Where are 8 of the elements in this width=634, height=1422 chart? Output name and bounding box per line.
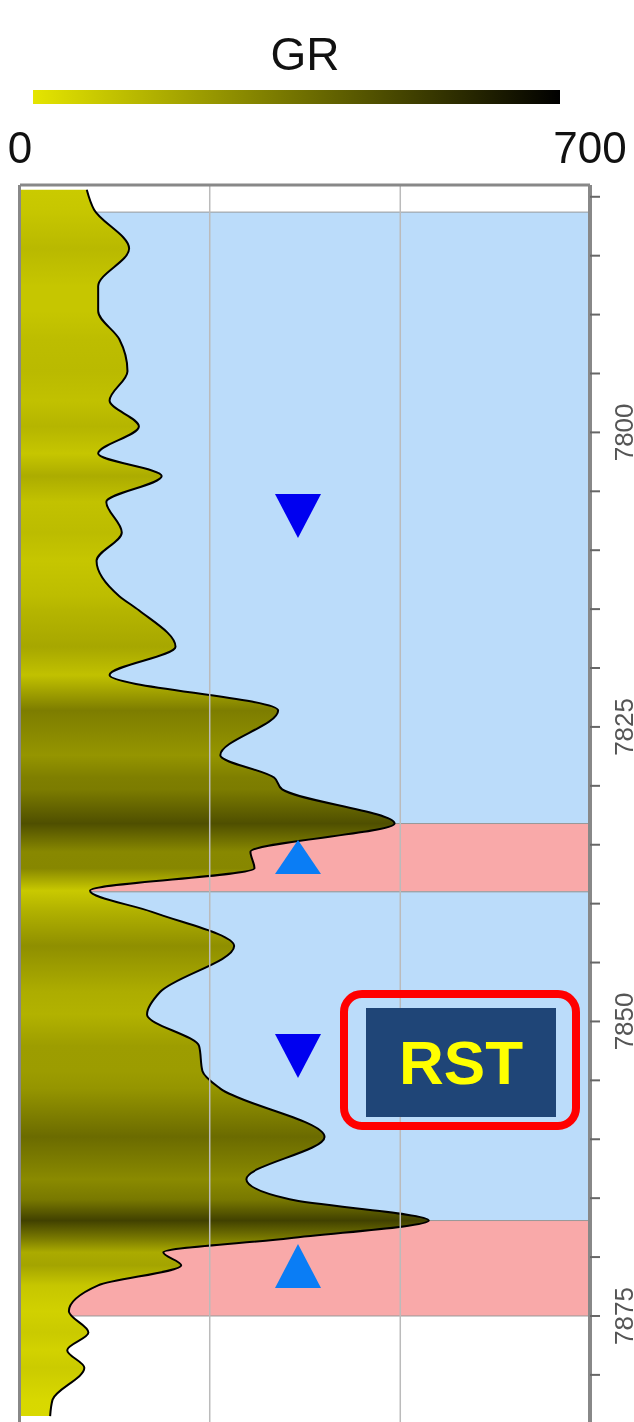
x-tick-label: 700: [553, 123, 627, 172]
x-tick-label: 0: [7, 123, 33, 172]
y-tick-label: 7800: [609, 403, 634, 462]
y-tick-label: 7825: [609, 698, 634, 756]
y-tick-label: 7850: [609, 992, 634, 1051]
x-axis-title: GR: [270, 28, 340, 80]
y-tick-label: 7875: [609, 1287, 634, 1345]
annotation: RST: [366, 1008, 556, 1117]
